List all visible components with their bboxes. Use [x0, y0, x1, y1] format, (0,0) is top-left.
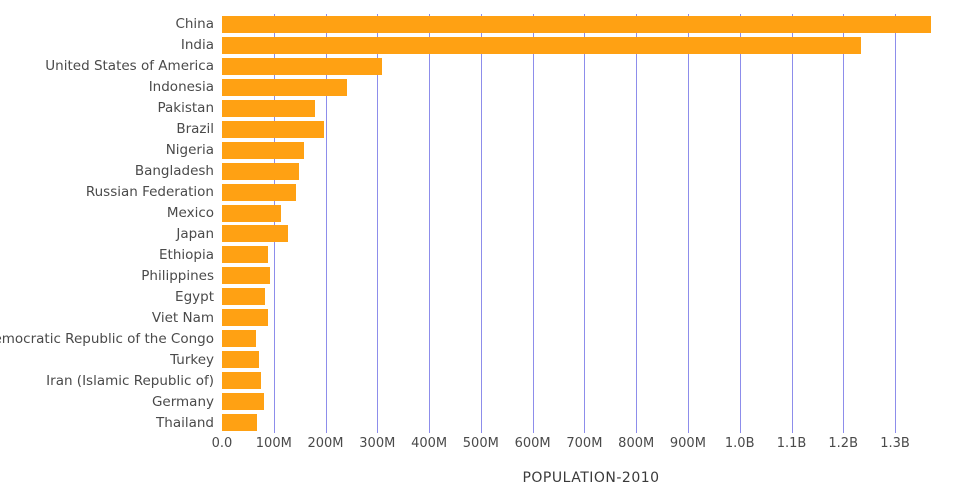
- x-axis-tick-label: 1.0B: [724, 436, 755, 451]
- category-label: India: [180, 37, 214, 54]
- x-axis-tick-label: 1.3B: [880, 436, 910, 451]
- category-label: United States of America: [45, 58, 214, 75]
- gridline: [532, 14, 534, 433]
- category-label: Ethiopia: [159, 246, 214, 263]
- x-axis-tick-label: 400M: [411, 436, 448, 451]
- bar-viet-nam[interactable]: [222, 309, 268, 327]
- gridline: [843, 14, 845, 433]
- category-label: Pakistan: [157, 100, 214, 117]
- bar-india[interactable]: [222, 36, 861, 54]
- bar-china[interactable]: [222, 15, 931, 33]
- bar-ethiopia[interactable]: [222, 246, 268, 264]
- bar-mexico[interactable]: [222, 204, 281, 222]
- x-axis-tick-label: 600M: [514, 436, 551, 451]
- gridline: [791, 14, 793, 433]
- x-axis-tick-label: 200M: [307, 436, 344, 451]
- x-axis-tick-label: 700M: [566, 436, 603, 451]
- plot-area: [222, 14, 960, 433]
- bar-thailand[interactable]: [222, 414, 257, 432]
- bar-pakistan[interactable]: [222, 99, 315, 117]
- bar-iran-islamic-republic-of[interactable]: [222, 372, 261, 390]
- category-label: Egypt: [175, 288, 214, 305]
- gridline: [325, 14, 327, 433]
- x-axis-tick-label: 1.2B: [828, 436, 858, 451]
- category-label: Viet Nam: [151, 309, 214, 326]
- category-label: Philippines: [141, 267, 214, 284]
- bar-germany[interactable]: [222, 393, 264, 411]
- x-axis-tick-label: 800M: [618, 436, 655, 451]
- x-axis-tick-label: 1.1B: [776, 436, 807, 451]
- bar-brazil[interactable]: [222, 120, 324, 138]
- category-label: Bangladesh: [134, 163, 214, 180]
- category-label: Thailand: [156, 414, 214, 431]
- bar-russian-federation[interactable]: [222, 183, 296, 201]
- bar-bangladesh[interactable]: [222, 162, 299, 180]
- bar-egypt[interactable]: [222, 288, 265, 306]
- category-label: Russian Federation: [85, 184, 214, 201]
- bar-philippines[interactable]: [222, 267, 271, 285]
- category-label: China: [175, 16, 214, 33]
- category-label: Democratic Republic of the Congo: [0, 330, 214, 347]
- x-axis: 0.0 100M 200M 300M 400M 500M 600M 700M 800M 900M 1…: [0, 436, 960, 456]
- gridline: [273, 14, 275, 433]
- gridline: [636, 14, 638, 433]
- gridline: [480, 14, 482, 433]
- gridline: [429, 14, 431, 433]
- category-label: Brazil: [176, 121, 214, 138]
- gridline: [739, 14, 741, 433]
- category-label: Nigeria: [165, 142, 214, 159]
- x-axis-tick-label: 900M: [669, 436, 706, 451]
- bar-united-states-of-america[interactable]: [222, 57, 382, 75]
- gridline: [584, 14, 586, 433]
- bar-indonesia[interactable]: [222, 78, 348, 96]
- category-label: Iran (Islamic Republic of): [46, 372, 214, 389]
- bar-turkey[interactable]: [222, 351, 260, 369]
- bar-democratic-republic-of-the-congo[interactable]: [222, 330, 256, 348]
- category-label: Turkey: [170, 351, 214, 368]
- y-axis-labels: China India United States of America Indone…: [0, 14, 214, 433]
- x-axis-tick-label: 300M: [359, 436, 396, 451]
- x-axis-title: POPULATION-2010: [522, 470, 660, 486]
- category-label: Japan: [176, 225, 214, 242]
- category-label: Mexico: [166, 205, 214, 222]
- gridline: [377, 14, 379, 433]
- bar-japan[interactable]: [222, 225, 289, 243]
- gridline: [895, 14, 896, 433]
- x-axis-tick-label: 500M: [462, 436, 499, 451]
- bar-nigeria[interactable]: [222, 141, 304, 159]
- gridline: [687, 14, 689, 433]
- x-axis-tick-label: 0.0: [211, 436, 233, 451]
- x-axis-tick-label: 100M: [255, 436, 292, 451]
- category-label: Indonesia: [148, 79, 214, 96]
- category-label: Germany: [151, 393, 214, 410]
